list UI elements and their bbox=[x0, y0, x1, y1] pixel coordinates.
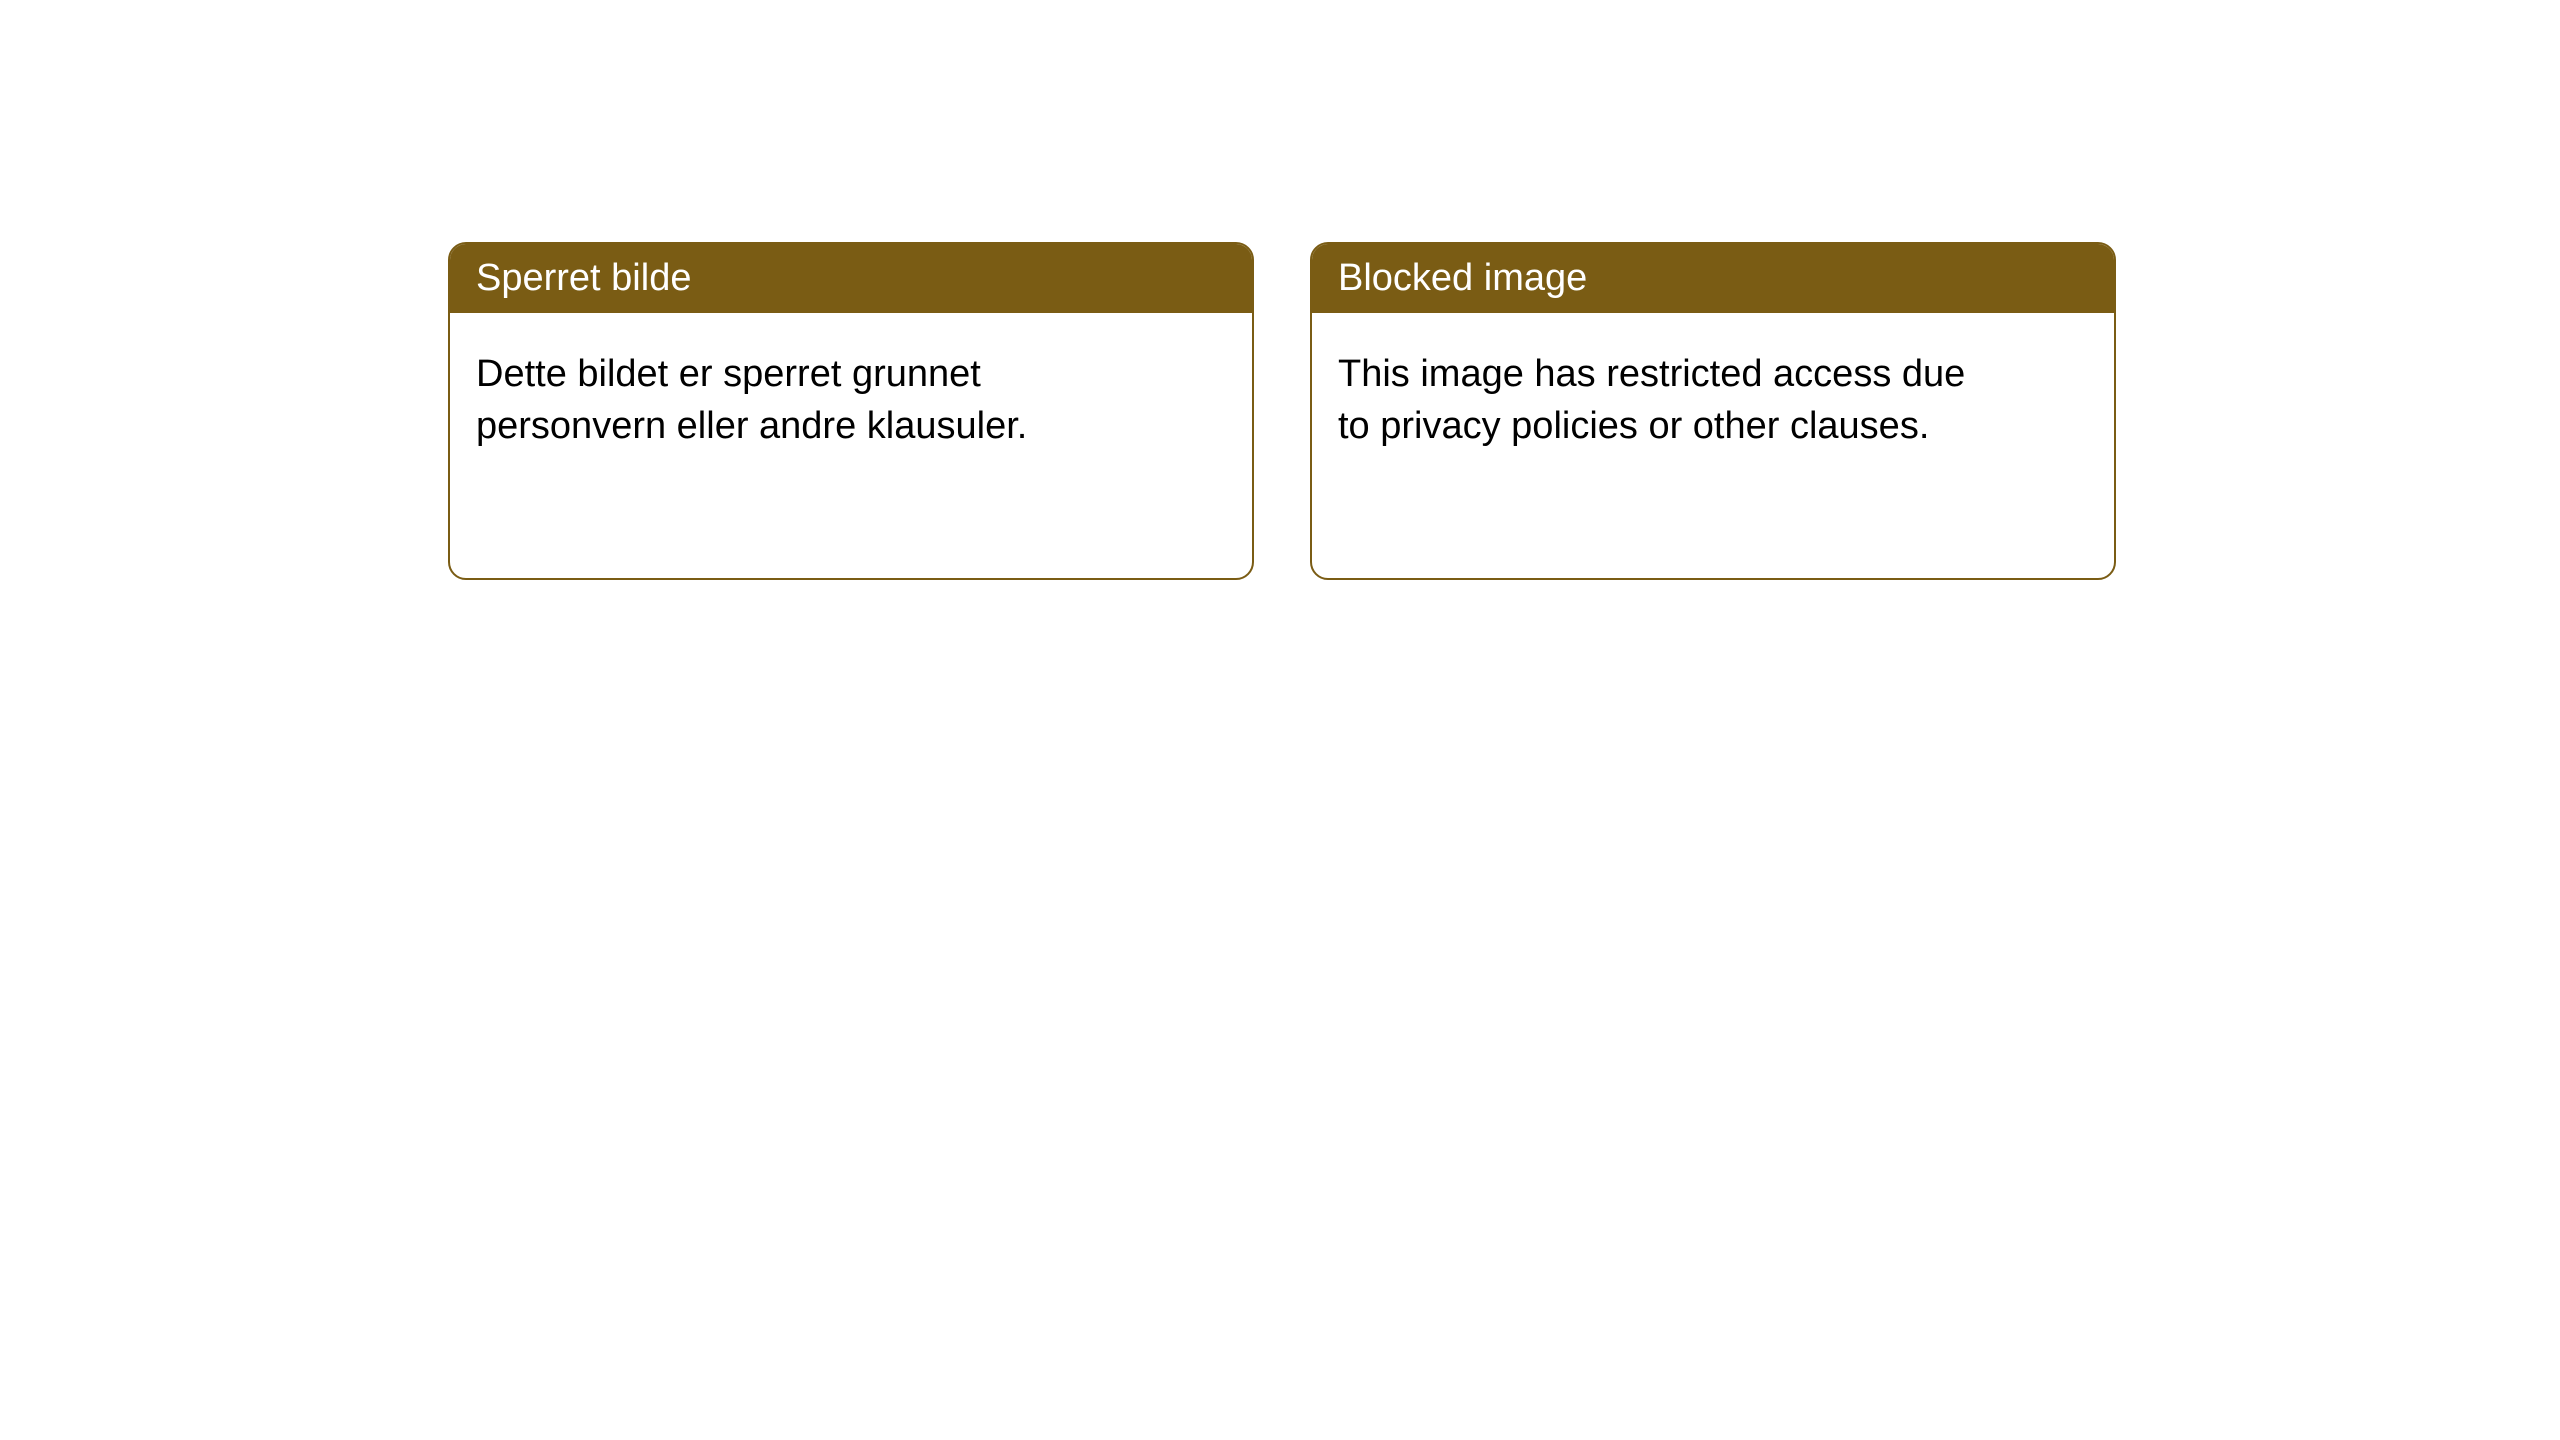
notice-container: Sperret bilde Dette bildet er sperret gr… bbox=[0, 0, 2560, 580]
blocked-image-card-no: Sperret bilde Dette bildet er sperret gr… bbox=[448, 242, 1254, 580]
card-body-en: This image has restricted access due to … bbox=[1312, 313, 2012, 478]
blocked-image-card-en: Blocked image This image has restricted … bbox=[1310, 242, 2116, 580]
card-header-en: Blocked image bbox=[1312, 244, 2114, 313]
card-header-no: Sperret bilde bbox=[450, 244, 1252, 313]
card-body-no: Dette bildet er sperret grunnet personve… bbox=[450, 313, 1150, 478]
